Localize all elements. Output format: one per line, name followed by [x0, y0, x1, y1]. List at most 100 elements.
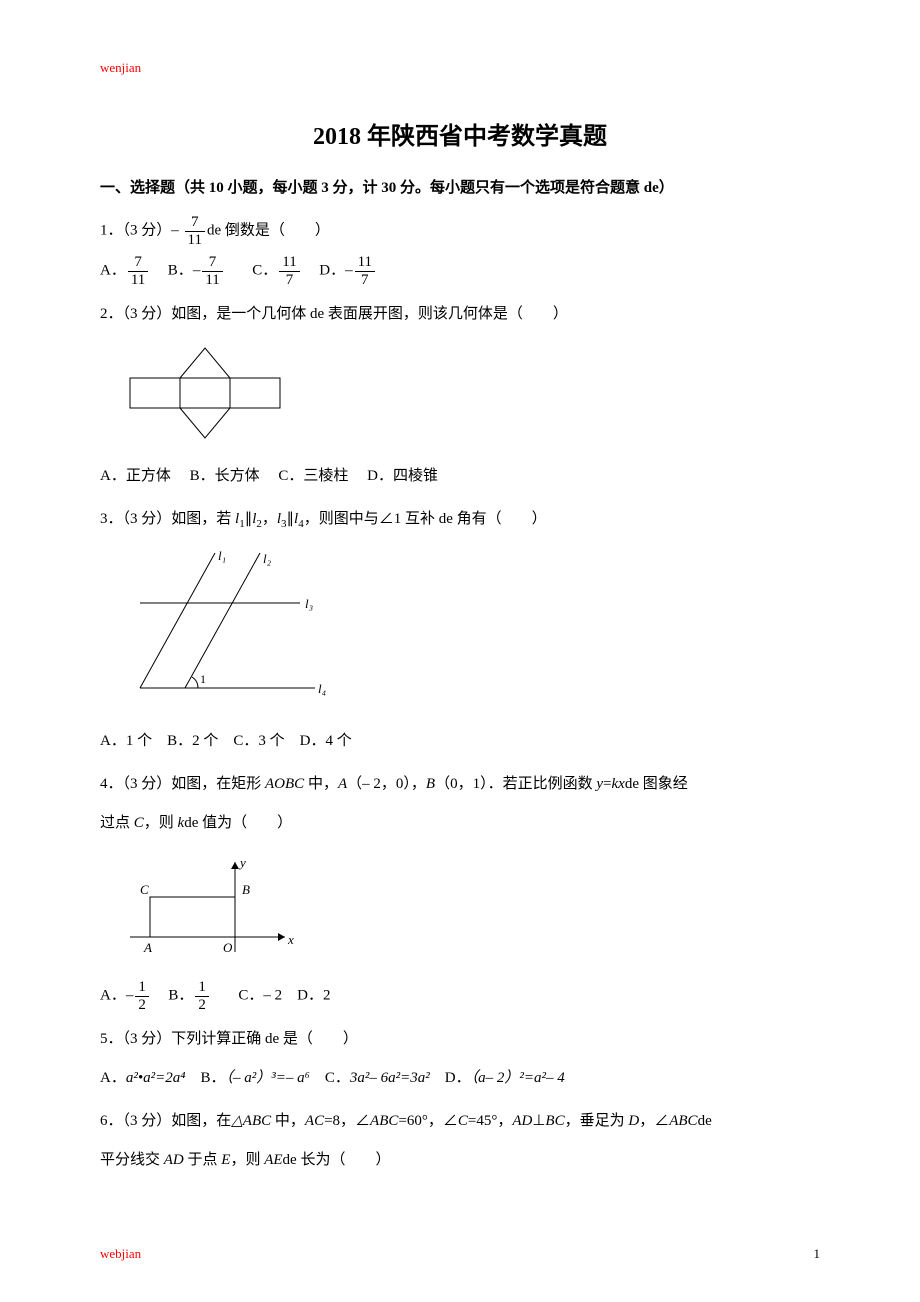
q6-eq60: =60°，∠	[398, 1113, 457, 1129]
q6-eq8: =8，∠	[324, 1113, 370, 1129]
q3-optC: C．3 个	[233, 733, 284, 749]
q3-label-l3: l₃	[305, 596, 313, 611]
q2-optB: B．长方体	[190, 468, 260, 484]
q1-optD-frac: 117	[355, 254, 375, 288]
q4-pt-O: O	[223, 940, 233, 955]
q4-optB-frac: 12	[195, 979, 209, 1013]
q4-options: A．–12 B．12 C．– 2 D．2	[100, 979, 820, 1013]
q4-aobc: AOBC	[265, 776, 304, 792]
q4-optA-neg: –	[126, 988, 134, 1004]
q5-optC-body: 3a²– 6a²=3a²	[350, 1070, 430, 1086]
q4-C: C	[134, 815, 144, 831]
q4-pt-A: A	[143, 940, 152, 955]
q5-optA-body: a²•a²=2a⁴	[126, 1070, 186, 1086]
q1-optB-den: 11	[202, 272, 222, 289]
q1-stem: 1．（3 分）– 711de 倒数是（ ）	[100, 214, 820, 248]
q6-perp: ⊥	[532, 1113, 545, 1129]
q1-optD-neg: –	[345, 262, 353, 278]
q6-eq45: =45°，	[468, 1113, 512, 1129]
q6-mid4: 于点	[184, 1152, 222, 1168]
q4-A: A	[338, 776, 347, 792]
q2-diagram	[120, 343, 820, 448]
q1-optC-label: C．	[252, 262, 277, 278]
q1-optD-label: D．	[319, 262, 345, 278]
q3-label-l2: l₂	[263, 551, 272, 566]
q6-mid5: ，则	[230, 1152, 264, 1168]
q2-optD: D．四棱锥	[367, 468, 438, 484]
q6-bc: BC	[545, 1113, 564, 1129]
q6-ad2: AD	[164, 1152, 184, 1168]
q5-stem: 5．（3 分）下列计算正确 de 是（ ）	[100, 1023, 820, 1056]
q4-optD: D．2	[297, 988, 330, 1004]
q1-optA-frac: 711	[128, 254, 148, 288]
q1-optC-num: 11	[279, 254, 299, 272]
q4-suffix: de 值为（ ）	[184, 815, 292, 831]
q6-stem: 6．（3 分）如图，在△ABC 中，AC=8，∠ABC=60°，∠C=45°，A…	[100, 1105, 820, 1138]
q6-suffix: de 长为（ ）	[283, 1152, 391, 1168]
q3-par2: ∥	[287, 511, 295, 527]
q4-x: x	[618, 776, 625, 792]
q3-label-l1: l₁	[218, 548, 226, 563]
q6-ac: AC	[305, 1113, 324, 1129]
q6-abc: ABC	[370, 1113, 398, 1129]
q1-frac-num: 7	[185, 214, 205, 232]
q3-diagram: l₁ l₂ l₃ l₄ 1	[120, 548, 820, 713]
q4-y: y	[596, 776, 603, 792]
q4-axis-y: y	[238, 855, 246, 870]
q6-D: D	[628, 1113, 639, 1129]
q4-optA-num: 1	[135, 979, 149, 997]
q4-coordB: （0，1）．若正比例函数	[435, 776, 596, 792]
q1-optC-frac: 117	[279, 254, 299, 288]
q3-label-l4: l₄	[318, 681, 327, 696]
q5-optC-pre: C．	[325, 1070, 350, 1086]
q1-optB-label: B．	[168, 262, 193, 278]
q6-mid3: ，∠	[639, 1113, 669, 1129]
q6-de: de	[698, 1113, 712, 1129]
q1-optB-num: 7	[202, 254, 222, 272]
q4-stem: 4．（3 分）如图，在矩形 AOBC 中，A（– 2，0），B（0，1）．若正比…	[100, 768, 820, 801]
q6-abc2: ABC	[669, 1113, 697, 1129]
q3-optB: B．2 个	[167, 733, 218, 749]
q4-mid3: ，则	[144, 815, 178, 831]
q1-optB-frac: 711	[202, 254, 222, 288]
q1-prefix: 1．（3 分）–	[100, 222, 183, 238]
q2-optC: C．三棱柱	[278, 468, 348, 484]
q4-optB-den: 2	[195, 997, 209, 1014]
q6-prefix: 6．（3 分）如图，在	[100, 1113, 231, 1129]
q4-B: B	[426, 776, 435, 792]
q1-frac: 711	[185, 214, 205, 248]
q1-optA-den: 11	[128, 272, 148, 289]
q4-coordA: （– 2，0），	[347, 776, 426, 792]
q1-suffix: de 倒数是（ ）	[207, 222, 330, 238]
q4-optA-label: A．	[100, 988, 126, 1004]
q1-optB-neg: –	[193, 262, 201, 278]
q4-axes-svg: y x C B A O	[120, 852, 300, 962]
q4-line2-prefix: 过点	[100, 815, 134, 831]
q4-optB-num: 1	[195, 979, 209, 997]
footer-watermark: webjian	[100, 1246, 141, 1262]
q6-ae: AE	[264, 1152, 282, 1168]
q4-optA-frac: 12	[135, 979, 149, 1013]
q1-optA-num: 7	[128, 254, 148, 272]
q3-comma1: ，	[262, 511, 277, 527]
page-number: 1	[814, 1246, 821, 1262]
q5-optA-pre: A．	[100, 1070, 126, 1086]
q6-mid2: ，垂足为	[565, 1113, 629, 1129]
q6-stem-line2: 平分线交 AD 于点 E，则 AEde 长为（ ）	[100, 1144, 820, 1177]
q6-tri: △ABC	[231, 1113, 271, 1129]
q3-label-angle: 1	[200, 672, 206, 686]
q4-prefix: 4．（3 分）如图，在矩形	[100, 776, 265, 792]
q2-stem: 2．（3 分）如图，是一个几何体 de 表面展开图，则该几何体是（ ）	[100, 298, 820, 331]
q4-pt-C: C	[140, 882, 149, 897]
q3-prefix: 3．（3 分）如图，若	[100, 511, 235, 527]
page-title: 2018 年陕西省中考数学真题	[100, 116, 820, 151]
q4-optC: C．– 2	[238, 988, 282, 1004]
q3-optA: A．1 个	[100, 733, 152, 749]
q4-mid1: 中，	[304, 776, 338, 792]
header-watermark: wenjian	[100, 60, 820, 76]
q4-diagram: y x C B A O	[120, 852, 820, 967]
q3-suffix: ，则图中与∠1 互补 de 角有（ ）	[304, 511, 547, 527]
q4-pt-B: B	[242, 882, 250, 897]
q3-lines-svg: l₁ l₂ l₃ l₄ 1	[120, 548, 330, 708]
q1-optD-num: 11	[355, 254, 375, 272]
